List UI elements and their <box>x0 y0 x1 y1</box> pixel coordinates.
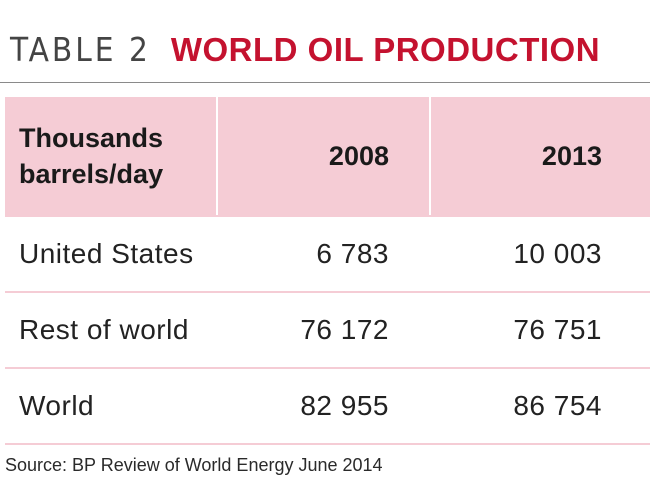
table-row-united-states: United States 6 783 10 003 <box>5 217 650 291</box>
row-separator <box>5 443 650 445</box>
row-label: World <box>19 390 95 421</box>
row-separator <box>5 215 650 217</box>
header-year-2013: 2013 <box>429 97 650 215</box>
value-2013: 10 003 <box>429 217 650 291</box>
title-divider <box>0 82 650 83</box>
value-2013: 86 754 <box>429 369 650 443</box>
header-unit-line2: barrels/day <box>19 159 164 189</box>
value-2008: 82 955 <box>216 369 429 443</box>
row-label: Rest of world <box>19 314 189 345</box>
data-table: Thousands barrels/day 2008 2013 United S… <box>5 97 650 445</box>
table-header-row: Thousands barrels/day 2008 2013 <box>5 97 650 215</box>
row-label: United States <box>19 238 194 269</box>
table-title: WORLD OIL PRODUCTION <box>170 31 601 68</box>
source-note: Source: BP Review of World Energy June 2… <box>5 455 383 475</box>
value-2008: 6 783 <box>216 217 429 291</box>
value-2008: 76 172 <box>216 293 429 367</box>
row-separator <box>5 367 650 369</box>
header-unit-cell: Thousands barrels/day <box>5 97 216 215</box>
table-row-world: World 82 955 86 754 <box>5 369 650 443</box>
header-unit-line1: Thousands <box>19 123 164 153</box>
table-title-row: TABLE 2 WORLD OIL PRODUCTION <box>10 30 600 74</box>
row-separator <box>5 291 650 293</box>
table-number-label: TABLE 2 <box>10 30 151 69</box>
value-2013: 76 751 <box>429 293 650 367</box>
table-row-rest-of-world: Rest of world 76 172 76 751 <box>5 293 650 367</box>
header-year-2008: 2008 <box>216 97 429 215</box>
